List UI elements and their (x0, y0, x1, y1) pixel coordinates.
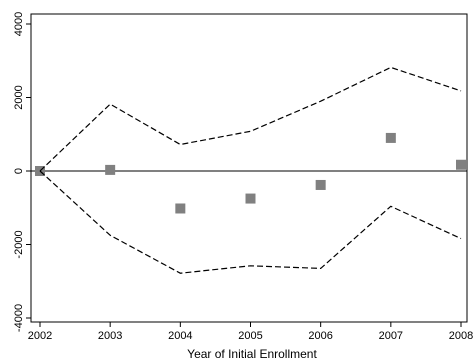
x-tick-label: 2008 (449, 330, 473, 342)
y-tick-label: -2000 (13, 230, 25, 258)
x-tick-label: 2002 (28, 330, 52, 342)
x-tick-label: 2007 (379, 330, 403, 342)
estimate-point (105, 164, 116, 175)
lower-bound-line (39, 170, 462, 274)
estimate-point (175, 203, 186, 214)
x-axis-title: Year of Initial Enrollment (187, 347, 317, 361)
x-tick-label: 2006 (308, 330, 332, 342)
estimate-point (385, 132, 396, 143)
x-tick-label: 2004 (168, 330, 192, 342)
y-tick-label: -4000 (13, 304, 25, 332)
estimate-point (315, 179, 326, 190)
y-tick-label: 2000 (13, 85, 25, 109)
estimate-point (456, 159, 466, 170)
estimate-point (245, 193, 256, 204)
y-tick-label: 0 (13, 168, 25, 174)
plot-frame (30, 13, 468, 323)
y-tick-label: 4000 (13, 12, 25, 36)
x-tick-label: 2005 (238, 330, 262, 342)
x-tick-label: 2003 (98, 330, 122, 342)
